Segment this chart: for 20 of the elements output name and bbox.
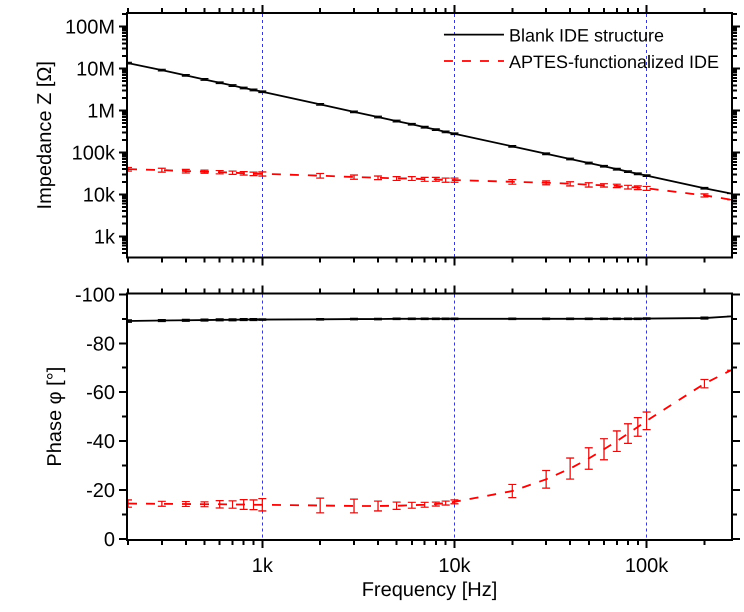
y-tick-label: -60 [86, 382, 115, 404]
legend-label: APTES-functionalized IDE [508, 52, 720, 72]
y-tick-label: 1k [94, 226, 116, 248]
y-tick-label: 0 [104, 529, 115, 551]
y-tick-label: -100 [74, 284, 115, 306]
y-axis-title: Phase φ [°] [44, 366, 66, 467]
y-tick-label: 1M [87, 100, 115, 123]
legend-label: Blank IDE structure [508, 26, 664, 46]
y-tick-label: 10M [76, 58, 115, 81]
x-tick-label: 100k [624, 555, 670, 577]
y-tick-label: -80 [86, 333, 115, 356]
y-tick-label: 100M [64, 16, 115, 39]
y-tick-label: -40 [86, 431, 115, 454]
x-axis-title: Frequency [Hz] [362, 579, 498, 601]
x-tick-label: 1k [252, 555, 274, 577]
y-tick-label: 100k [72, 142, 116, 164]
y-tick-label: 10k [82, 184, 116, 206]
x-tick-label: 10k [438, 555, 472, 577]
y-tick-label: -20 [86, 480, 115, 502]
y-axis-title: Impedance Z [Ω] [34, 61, 56, 210]
